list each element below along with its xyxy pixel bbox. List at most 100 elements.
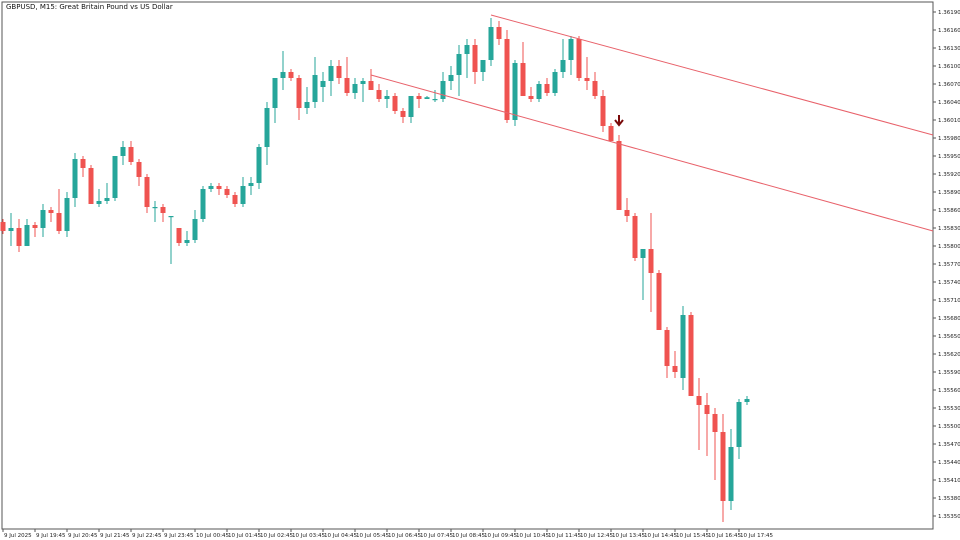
price-tick-label: 1.35890: [938, 190, 960, 196]
plot-frame: [1, 1, 934, 530]
candle: [456, 45, 462, 96]
candle: [528, 87, 534, 102]
candle: [336, 60, 342, 84]
candle: [600, 90, 606, 132]
channel-line-lower[interactable]: [370, 74, 934, 232]
time-tick-label: 9 Jul 20:45: [68, 533, 98, 539]
chart-title: GBPUSD, M15: Great Britain Pound vs US D…: [6, 3, 173, 11]
time-tick-label: 10 Jul 10:45: [516, 533, 549, 539]
price-tick-label: 1.35740: [938, 280, 960, 286]
candle: [624, 198, 630, 222]
price-tick-label: 1.35860: [938, 208, 960, 214]
candle: [608, 123, 614, 141]
candle: [88, 165, 94, 204]
candle: [272, 78, 278, 123]
price-tick-label: 1.35350: [938, 514, 960, 520]
candle: [24, 219, 30, 246]
candle: [224, 186, 230, 198]
candle: [160, 204, 166, 222]
candle: [656, 270, 662, 330]
candle: [584, 57, 590, 90]
candle: [344, 57, 350, 96]
candle: [472, 39, 478, 84]
candle: [680, 306, 686, 390]
time-tick-label: 9 Jul 19:45: [36, 533, 66, 539]
price-tick-label: 1.36040: [938, 100, 960, 106]
price-tick-label: 1.35980: [938, 136, 960, 142]
time-tick-label: 10 Jul 02:45: [260, 533, 293, 539]
candle: [688, 312, 694, 396]
time-tick-label: 9 Jul 2025: [4, 533, 32, 539]
candle: [376, 84, 382, 102]
candle: [504, 30, 510, 123]
time-tick-label: 10 Jul 03:45: [292, 533, 325, 539]
candle: [104, 183, 110, 204]
price-tick-label: 1.35410: [938, 478, 960, 484]
candle: [184, 231, 190, 246]
candle: [448, 66, 454, 90]
candle: [80, 156, 86, 177]
price-tick-label: 1.35500: [938, 424, 960, 430]
candle: [632, 213, 638, 261]
sell-arrow-icon: [614, 115, 624, 127]
candle: [576, 36, 582, 81]
candle: [552, 69, 558, 96]
candle: [72, 153, 78, 207]
candle: [560, 39, 566, 78]
candle: [288, 69, 294, 81]
channel-line-upper[interactable]: [490, 14, 934, 136]
candle: [304, 87, 310, 114]
candle: [488, 18, 494, 66]
candle: [392, 93, 398, 114]
candle: [120, 141, 126, 165]
time-tick-label: 10 Jul 09:45: [484, 533, 517, 539]
price-tick-label: 1.35380: [938, 496, 960, 502]
price-tick-label: 1.36190: [938, 10, 960, 16]
price-tick-label: 1.35620: [938, 352, 960, 358]
price-tick-label: 1.36070: [938, 82, 960, 88]
candle: [544, 78, 550, 96]
price-tick-label: 1.35950: [938, 154, 960, 160]
candle: [296, 75, 302, 120]
candle: [720, 414, 726, 522]
candle: [520, 42, 526, 96]
candle: [496, 21, 502, 45]
time-tick-label: 10 Jul 05:45: [356, 533, 389, 539]
candle: [0, 219, 6, 234]
candle: [176, 228, 182, 246]
candle: [48, 207, 54, 222]
candle: [152, 201, 158, 222]
time-tick-label: 10 Jul 04:45: [324, 533, 357, 539]
candle: [728, 429, 734, 510]
candle: [432, 90, 438, 102]
time-tick-label: 9 Jul 21:45: [100, 533, 130, 539]
candle: [480, 60, 486, 81]
time-tick-label: 10 Jul 15:45: [676, 533, 709, 539]
candle: [400, 108, 406, 123]
candle: [440, 72, 446, 102]
candle: [240, 177, 246, 207]
price-tick-label: 1.35470: [938, 442, 960, 448]
candle: [424, 96, 430, 99]
candle: [16, 219, 22, 252]
time-tick-label: 9 Jul 23:45: [164, 533, 194, 539]
candle: [232, 192, 238, 207]
price-axis[interactable]: 1.36190 1.36160 1.36130 1.36100 1.36070 1.360…: [933, 10, 960, 520]
time-tick-label: 10 Jul 01:45: [228, 533, 261, 539]
time-tick-label: 10 Jul 16:45: [708, 533, 741, 539]
price-tick-label: 1.35920: [938, 172, 960, 178]
candle: [144, 174, 150, 213]
candle: [352, 78, 358, 99]
candle: [56, 189, 62, 234]
price-tick-label: 1.35710: [938, 298, 960, 304]
price-tick-label: 1.36130: [938, 46, 960, 52]
candle: [192, 210, 198, 243]
price-tick-label: 1.35440: [938, 460, 960, 466]
candle: [512, 60, 518, 126]
time-tick-label: 9 Jul 22:45: [132, 533, 162, 539]
time-axis[interactable]: 9 Jul 2025 9 Jul 19:45 9 Jul 20:45 9 Jul 21…: [2, 529, 773, 539]
candle: [136, 159, 142, 186]
time-tick-label: 10 Jul 07:45: [420, 533, 453, 539]
time-tick-label: 10 Jul 13:45: [612, 533, 645, 539]
